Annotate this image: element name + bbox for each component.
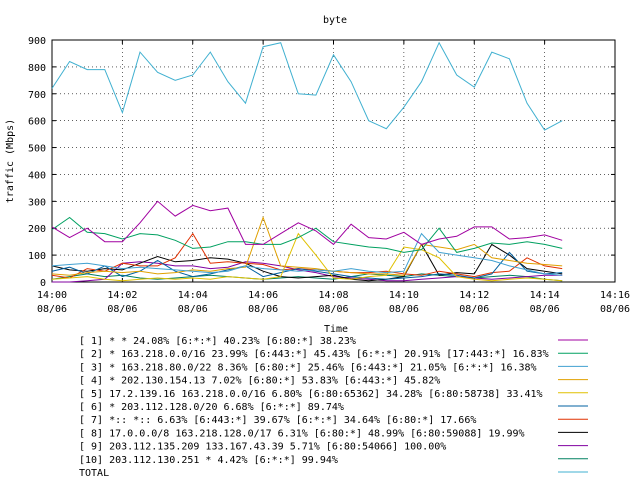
legend-label: [ 7] *:: *:: 6.63% [6:443:*] 39.67% [6:*… <box>79 415 476 426</box>
x-tick-time-label: 14:00 <box>37 290 67 301</box>
x-tick-date-label: 08/06 <box>600 304 630 315</box>
x-tick-time-label: 14:02 <box>107 290 137 301</box>
x-tick-time-label: 14:12 <box>459 290 489 301</box>
y-tick-label: 500 <box>28 144 46 155</box>
x-tick-date-label: 08/06 <box>389 304 419 315</box>
x-tick-date-label: 08/06 <box>248 304 278 315</box>
legend-label: [ 8] 17.0.0.0/8 163.218.128.0/17 6.31% [… <box>79 428 525 439</box>
y-tick-label: 100 <box>28 251 46 262</box>
series-line <box>51 243 563 282</box>
plot-frame <box>51 39 616 283</box>
legend-label: [ 3] * 163.218.80.0/22 8.36% [6:80:*] 25… <box>79 362 537 373</box>
x-tick-date-label: 08/06 <box>459 304 489 315</box>
series-line <box>51 216 563 276</box>
y-tick-label: 800 <box>28 63 46 74</box>
legend: [ 1] * * 24.08% [6:*:*] 40.23% [6:80:*] … <box>79 336 588 479</box>
grid <box>52 40 615 282</box>
series-lines <box>51 41 563 283</box>
legend-label: TOTAL <box>79 468 109 479</box>
x-tick-time-label: 14:08 <box>318 290 348 301</box>
series-line <box>51 200 563 246</box>
y-tick-label: 400 <box>28 170 46 181</box>
x-tick-time-label: 14:04 <box>178 290 208 301</box>
y-tick-label: 900 <box>28 36 46 47</box>
axis-ticks: 0 100 200 300 400 500 600 700 800 900 14:00 08/06 14… <box>28 36 630 315</box>
x-tick-date-label: 08/06 <box>37 304 67 315</box>
x-tick-time-label: 14:06 <box>248 290 278 301</box>
x-tick-time-label: 14:14 <box>530 290 560 301</box>
x-axis-label: Time <box>324 324 348 335</box>
legend-label: [ 5] 17.2.139.16 163.218.0.0/16 6.80% [6… <box>79 389 543 400</box>
y-tick-label: 200 <box>28 224 46 235</box>
x-tick-date-label: 08/06 <box>318 304 348 315</box>
series-line <box>51 232 563 279</box>
series-line <box>51 41 563 131</box>
x-tick-time-label: 14:16 <box>600 290 630 301</box>
legend-label: [ 4] * 202.130.154.13 7.02% [6:80:*] 53.… <box>79 376 440 387</box>
series-line <box>51 232 563 282</box>
x-tick-time-label: 14:10 <box>389 290 419 301</box>
legend-label: [ 9] 203.112.135.209 133.167.43.39 5.71%… <box>79 442 446 453</box>
series-line <box>51 216 563 253</box>
y-tick-label: 600 <box>28 117 46 128</box>
x-tick-date-label: 08/06 <box>107 304 137 315</box>
legend-label: [10] 203.112.130.251 * 4.42% [6:*:*] 99.… <box>79 455 338 466</box>
x-tick-date-label: 08/06 <box>178 304 208 315</box>
x-tick-date-label: 08/06 <box>530 304 560 315</box>
y-tick-label: 0 <box>40 278 46 289</box>
legend-label: [ 6] * 203.112.128.0/20 6.68% [6:*:*] 89… <box>79 402 344 413</box>
series-line <box>52 261 563 283</box>
chart-title: byte <box>323 15 347 26</box>
series-line <box>51 232 563 276</box>
legend-label: [ 2] * 163.218.0.0/16 23.99% [6:443:*] 4… <box>79 349 549 360</box>
y-tick-label: 300 <box>28 197 46 208</box>
legend-label: [ 1] * * 24.08% [6:*:*] 40.23% [6:80:*] … <box>79 336 356 347</box>
series-line <box>51 251 563 280</box>
y-tick-label: 700 <box>28 90 46 101</box>
y-axis-label: traffic (Mbps) <box>5 119 16 203</box>
